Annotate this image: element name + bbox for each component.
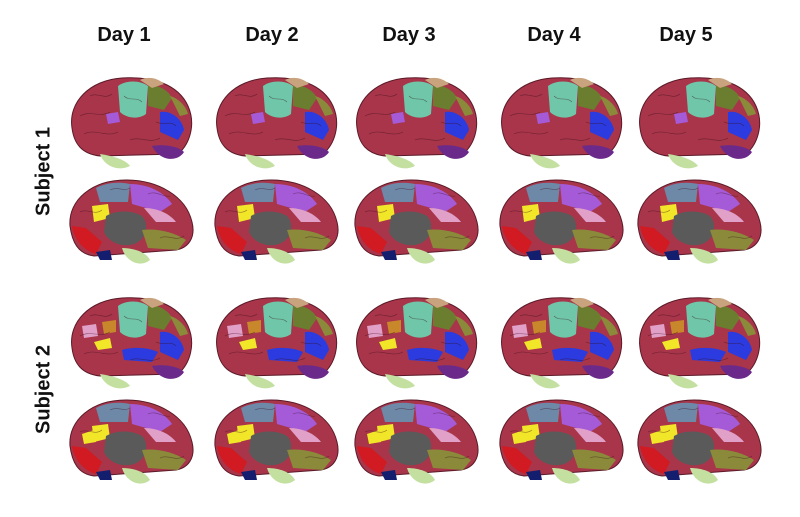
brain-subject-1-lateral-day-5	[628, 66, 768, 178]
row-label-subject-1: Subject 1	[32, 127, 55, 216]
row-label-subject-2: Subject 2	[32, 345, 55, 434]
brain-subject-1-medial-day-3	[345, 168, 485, 280]
brain-subject-2-medial-day-4	[490, 388, 630, 500]
column-label-day-4: Day 4	[527, 24, 581, 46]
brain-subject-2-medial-day-3	[345, 388, 485, 500]
brain-subject-2-medial-day-5	[628, 388, 768, 500]
brain-subject-2-lateral-day-5	[628, 286, 768, 398]
brain-subject-1-medial-day-4	[490, 168, 630, 280]
column-label-day-1: Day 1	[97, 24, 151, 46]
column-label-day-5: Day 5	[659, 24, 713, 46]
brain-subject-2-lateral-day-4	[490, 286, 630, 398]
brain-subject-2-lateral-day-1	[60, 286, 200, 398]
brain-subject-1-lateral-day-3	[345, 66, 485, 178]
brain-subject-2-lateral-day-2	[205, 286, 345, 398]
brain-subject-1-medial-day-1	[60, 168, 200, 280]
brain-subject-1-lateral-day-1	[60, 66, 200, 178]
column-label-day-2: Day 2	[245, 24, 299, 46]
column-label-day-3: Day 3	[382, 24, 436, 46]
brain-subject-1-medial-day-2	[205, 168, 345, 280]
brain-subject-2-medial-day-2	[205, 388, 345, 500]
brain-subject-2-medial-day-1	[60, 388, 200, 500]
brain-subject-2-lateral-day-3	[345, 286, 485, 398]
brain-subject-1-medial-day-5	[628, 168, 768, 280]
brain-subject-1-lateral-day-4	[490, 66, 630, 178]
brain-subject-1-lateral-day-2	[205, 66, 345, 178]
